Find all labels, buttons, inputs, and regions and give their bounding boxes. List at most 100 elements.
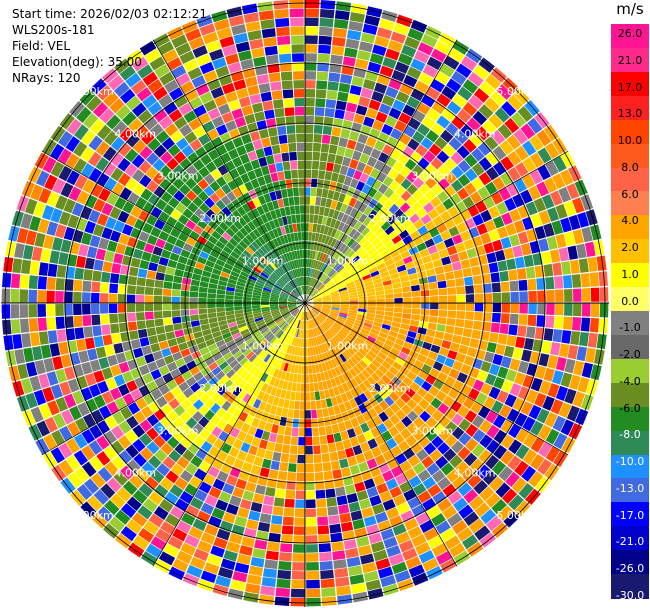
range-gate: [84, 257, 95, 270]
range-gate: [330, 396, 338, 406]
range-gate: [262, 100, 274, 111]
range-gate: [314, 281, 321, 289]
range-gate: [370, 250, 380, 259]
range-gate: [227, 415, 238, 427]
range-gate: [386, 263, 397, 271]
range-gate: [366, 6, 383, 18]
range-gate: [281, 310, 290, 315]
range-gate: [483, 242, 495, 254]
range-gate: [427, 245, 438, 255]
range-gate: [364, 319, 374, 325]
range-gate: [415, 264, 426, 273]
range-gate: [56, 329, 67, 343]
range-gate: [462, 396, 475, 410]
range-gate: [415, 144, 428, 157]
range-gate: [411, 344, 422, 354]
range-gate: [307, 268, 311, 277]
range-gate: [252, 378, 261, 388]
range-gate: [316, 71, 329, 81]
range-gate: [216, 303, 225, 308]
range-gate: [381, 360, 392, 370]
range-gate: [181, 512, 196, 526]
range-gate: [314, 317, 320, 326]
range-gate: [274, 247, 281, 257]
range-gate: [318, 286, 327, 293]
range-gate: [156, 264, 167, 274]
range-gate: [171, 296, 180, 303]
range-gate: [198, 297, 207, 303]
range-gate: [28, 275, 39, 289]
colorbar-tick-label: 26.0: [617, 27, 643, 40]
range-gate: [294, 278, 299, 287]
range-gate: [153, 435, 166, 448]
range-gate: [273, 258, 281, 267]
range-gate: [287, 303, 297, 306]
range-gate: [492, 176, 506, 191]
range-gate: [358, 305, 367, 310]
range-gate: [216, 419, 228, 430]
range-gate: [205, 338, 216, 347]
range-gate: [260, 91, 272, 102]
range-gate: [382, 176, 394, 187]
range-gate: [293, 535, 305, 544]
range-gate: [161, 137, 175, 151]
range-gate: [309, 320, 314, 329]
range-gate: [551, 370, 564, 385]
range-gate: [279, 297, 288, 301]
range-gate: [257, 248, 266, 257]
range-gate: [148, 491, 164, 506]
range-gate: [390, 445, 403, 457]
range-gate: [175, 358, 186, 368]
range-gate: [589, 317, 600, 333]
ring-distance-label: 1.00km: [327, 255, 369, 268]
range-gate: [270, 297, 279, 301]
range-gate: [361, 562, 377, 574]
range-gate: [294, 309, 300, 317]
range-gate: [471, 443, 486, 458]
range-gate: [442, 143, 456, 157]
range-gate: [145, 319, 155, 329]
range-gate: [421, 255, 432, 264]
range-gate: [186, 360, 197, 370]
range-gate: [435, 455, 449, 469]
range-gate: [119, 187, 133, 201]
range-gate: [344, 261, 354, 270]
range-gate: [121, 255, 133, 266]
range-gate: [522, 140, 537, 156]
range-gate: [198, 133, 211, 146]
range-gate: [275, 388, 282, 398]
range-gate: [243, 372, 253, 383]
colorbar-segment: [611, 167, 649, 193]
range-gate: [180, 436, 193, 449]
range-gate: [279, 416, 287, 427]
range-gate: [200, 502, 215, 515]
range-gate: [323, 470, 333, 481]
range-gate: [182, 387, 194, 399]
range-gate: [268, 532, 281, 543]
range-gate: [236, 145, 247, 156]
range-gate: [418, 321, 429, 329]
range-gate: [313, 299, 323, 302]
range-gate: [214, 95, 228, 107]
range-gate: [291, 53, 304, 62]
range-gate: [110, 167, 124, 182]
range-gate: [386, 457, 399, 470]
range-gate: [321, 587, 336, 597]
range-gate: [165, 331, 176, 340]
range-gate: [469, 132, 484, 147]
range-gate: [192, 399, 204, 411]
range-gate: [572, 229, 585, 245]
range-gate: [562, 275, 573, 289]
range-gate: [434, 40, 452, 55]
range-gate: [333, 239, 341, 249]
range-gate: [296, 481, 305, 491]
range-gate: [43, 358, 55, 373]
colorbar-segment: [611, 406, 649, 432]
range-gate: [164, 273, 174, 283]
range-gate: [47, 400, 60, 416]
range-gate: [270, 308, 280, 313]
range-gate: [152, 86, 168, 101]
range-gate: [424, 220, 436, 231]
range-gate: [412, 296, 421, 303]
range-gate: [180, 249, 191, 259]
